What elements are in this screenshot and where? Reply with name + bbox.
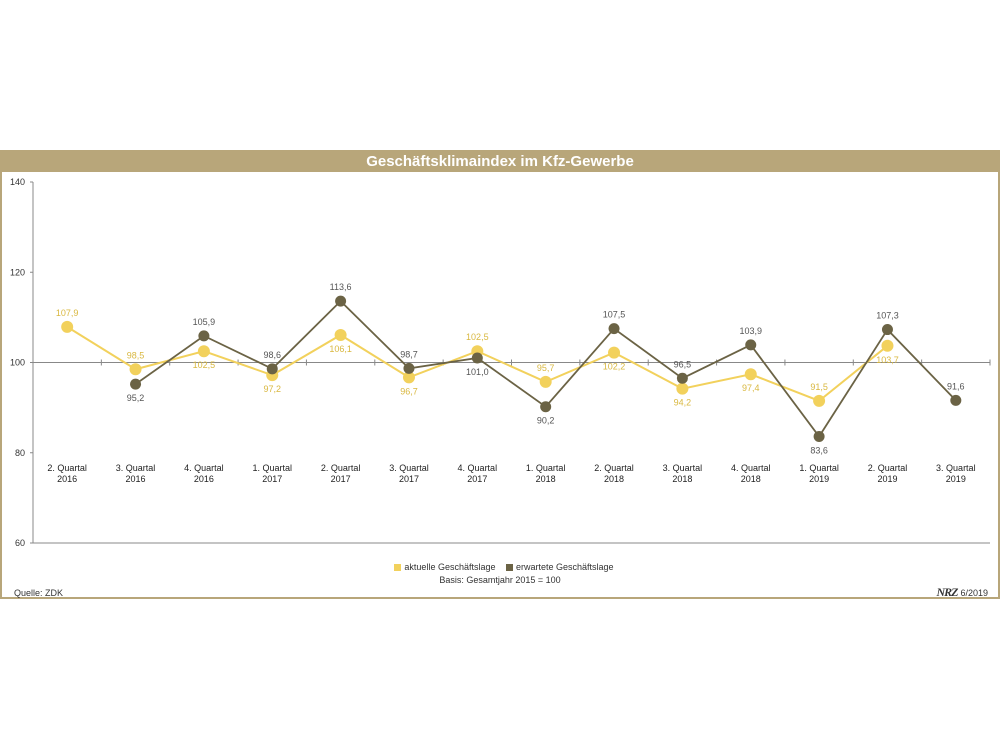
data-label-actual: 97,4: [742, 383, 760, 393]
data-label-actual: 102,5: [193, 360, 216, 370]
data-label-expected: 107,3: [876, 311, 899, 321]
data-label-actual: 102,2: [603, 362, 626, 372]
y-tick-label: 60: [15, 538, 25, 548]
point-expected: [540, 401, 552, 413]
brand-mark: NRZ 6/2019: [936, 585, 988, 600]
brand-logo: NRZ: [936, 585, 958, 599]
y-tick-label: 80: [15, 448, 25, 458]
point-actual: [608, 346, 621, 359]
data-label-expected: 103,9: [739, 326, 762, 336]
x-category-label: 3. Quartal: [663, 463, 703, 473]
data-label-actual: 107,9: [56, 308, 79, 318]
data-label-expected: 95,2: [127, 393, 145, 403]
x-category-year: 2016: [126, 474, 146, 484]
point-actual: [402, 371, 415, 384]
point-actual: [813, 394, 826, 407]
point-actual: [676, 382, 689, 395]
point-actual: [539, 375, 552, 388]
data-label-expected: 91,6: [947, 381, 965, 391]
data-label-expected: 96,5: [674, 359, 692, 369]
point-expected: [130, 378, 142, 390]
y-tick-label: 100: [10, 358, 25, 368]
legend: aktuelle Geschäftslage erwartete Geschäf…: [2, 562, 998, 572]
x-category-year: 2019: [946, 474, 966, 484]
x-category-label: 4. Quartal: [458, 463, 498, 473]
x-category-label: 2. Quartal: [594, 463, 634, 473]
x-category-label: 1. Quartal: [799, 463, 839, 473]
legend-swatch-expected: [506, 564, 513, 572]
x-category-label: 1. Quartal: [252, 463, 292, 473]
data-label-actual: 106,1: [329, 344, 352, 354]
point-expected: [813, 431, 825, 443]
data-label-actual: 97,2: [263, 384, 281, 394]
x-category-year: 2016: [57, 474, 77, 484]
data-label-actual: 96,7: [400, 386, 418, 396]
point-actual: [61, 320, 74, 333]
point-actual: [881, 339, 894, 352]
x-category-label: 3. Quartal: [936, 463, 976, 473]
legend-swatch-actual: [394, 564, 402, 572]
x-category-year: 2018: [536, 474, 556, 484]
point-actual: [744, 368, 757, 381]
legend-label-actual: aktuelle Geschäftslage: [404, 562, 496, 572]
x-category-label: 2. Quartal: [868, 463, 908, 473]
x-category-year: 2017: [399, 474, 419, 484]
x-category-year: 2019: [877, 474, 897, 484]
x-category-year: 2017: [331, 474, 351, 484]
x-category-label: 2. Quartal: [47, 463, 87, 473]
x-category-label: 1. Quartal: [526, 463, 566, 473]
point-expected: [198, 330, 210, 342]
point-expected: [881, 324, 893, 336]
data-label-actual: 95,7: [537, 363, 555, 373]
data-label-actual: 102,5: [466, 332, 489, 342]
data-label-expected: 98,6: [263, 350, 281, 360]
y-tick-label: 140: [10, 177, 25, 187]
data-label-expected: 101,0: [466, 367, 489, 377]
x-category-label: 4. Quartal: [731, 463, 771, 473]
x-category-year: 2018: [741, 474, 761, 484]
x-category-year: 2018: [604, 474, 624, 484]
data-label-actual: 94,2: [674, 398, 692, 408]
x-category-year: 2019: [809, 474, 829, 484]
data-label-expected: 105,9: [193, 317, 216, 327]
data-label-expected: 98,7: [400, 349, 418, 359]
point-actual: [197, 345, 210, 358]
point-expected: [608, 323, 620, 335]
point-actual: [129, 363, 142, 376]
x-category-year: 2018: [672, 474, 692, 484]
data-label-expected: 83,6: [810, 446, 828, 456]
data-label-actual: 103,7: [876, 355, 899, 365]
data-label-expected: 90,2: [537, 416, 555, 426]
chart-title: Geschäftsklimaindex im Kfz-Gewerbe: [2, 152, 998, 172]
x-category-year: 2016: [194, 474, 214, 484]
data-label-actual: 91,5: [810, 382, 828, 392]
data-label-expected: 113,6: [330, 282, 352, 292]
x-category-label: 3. Quartal: [389, 463, 429, 473]
x-category-label: 3. Quartal: [116, 463, 156, 473]
source-note: Quelle: ZDK: [14, 588, 64, 598]
x-category-year: 2017: [467, 474, 487, 484]
point-expected: [471, 352, 483, 364]
basis-note: Basis: Gesamtjahr 2015 = 100: [439, 575, 561, 585]
point-expected: [266, 363, 278, 375]
x-category-label: 2. Quartal: [321, 463, 361, 473]
point-expected: [335, 295, 347, 307]
point-expected: [950, 394, 962, 406]
point-actual: [334, 328, 347, 341]
data-label-expected: 107,5: [603, 310, 626, 320]
brand-date: 6/2019: [960, 588, 988, 598]
x-category-year: 2017: [262, 474, 282, 484]
point-expected: [676, 372, 688, 384]
data-label-actual: 98,5: [127, 350, 145, 360]
y-tick-label: 120: [10, 267, 25, 277]
legend-label-expected: erwartete Geschäftslage: [516, 562, 614, 572]
x-category-label: 4. Quartal: [184, 463, 224, 473]
point-expected: [403, 362, 415, 374]
chart-frame: Geschäftsklimaindex im Kfz-Gewerbe 140 12…: [0, 150, 1000, 599]
point-expected: [745, 339, 757, 351]
